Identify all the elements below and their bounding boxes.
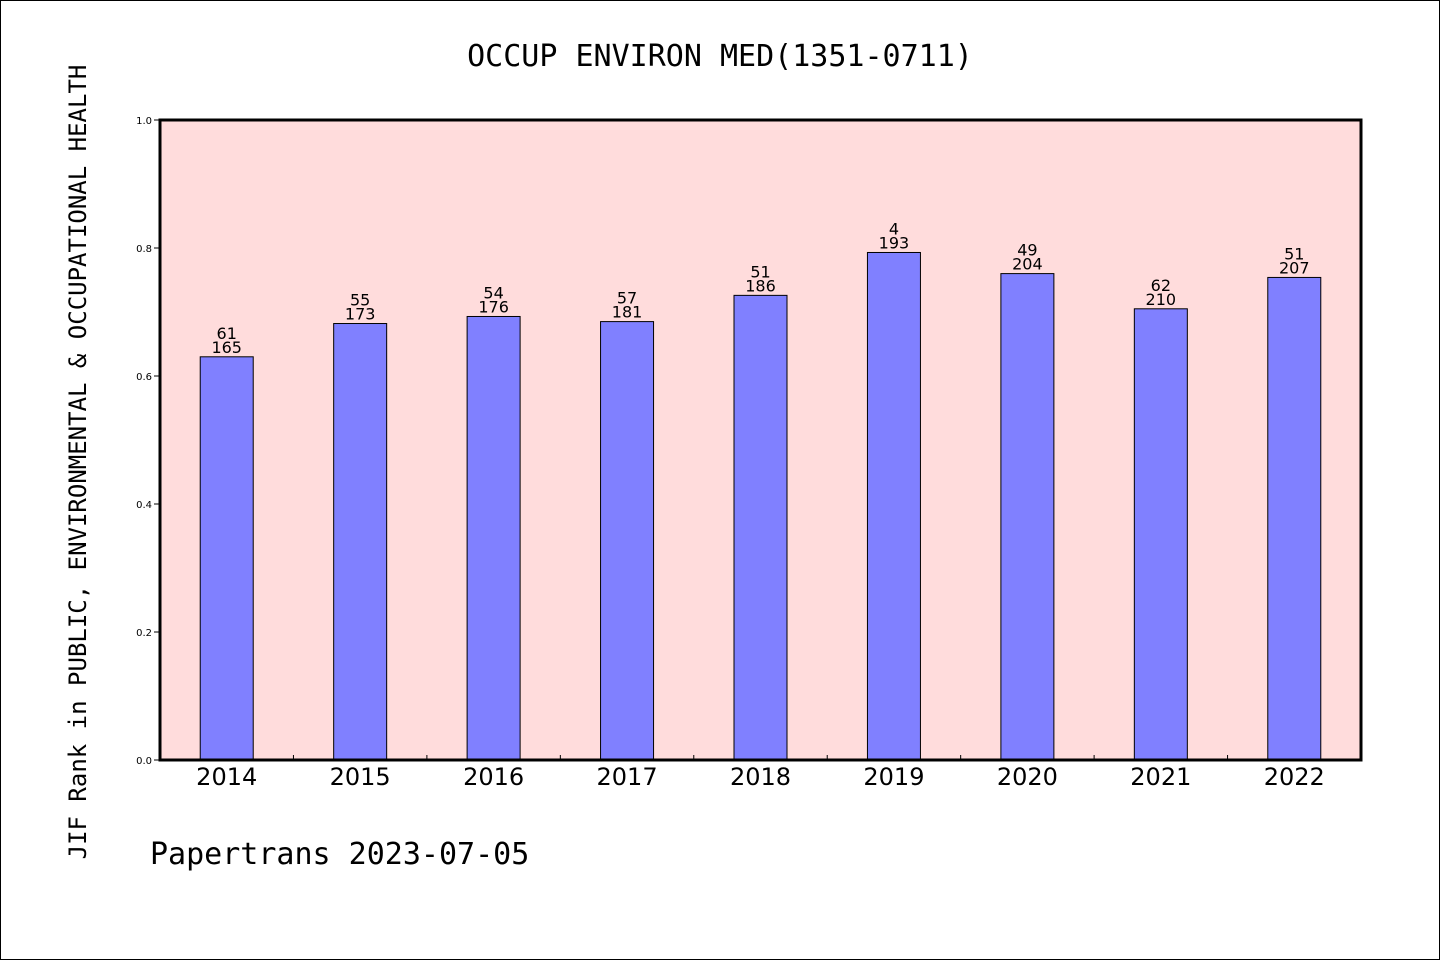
x-tick-label-2018: 2018	[730, 763, 791, 791]
y-tick-label-0.2: 0.2	[136, 628, 152, 639]
bar-2016	[466, 315, 521, 761]
bar-rank-label-2016: 54	[483, 283, 503, 302]
x-tick-label-2019: 2019	[863, 763, 924, 791]
x-tick-label-2015: 2015	[330, 763, 391, 791]
x-tick-label-2020: 2020	[997, 763, 1058, 791]
bar-total-label-2015: 173	[345, 305, 376, 324]
y-tick-label-0.6: 0.6	[136, 372, 152, 383]
bar-2020	[1000, 273, 1055, 761]
plot-border	[158, 118, 1363, 762]
bar-rank-label-2015: 55	[350, 291, 370, 310]
x-tick-label-2014: 2014	[196, 763, 257, 791]
bar-2019	[866, 251, 921, 761]
bar-2015	[333, 323, 388, 761]
x-tick-label-2016: 2016	[463, 763, 524, 791]
bar-total-label-2016: 176	[478, 297, 509, 316]
x-tick-label-2021: 2021	[1130, 763, 1191, 791]
bar-rank-label-2021: 62	[1151, 276, 1171, 295]
chart-title: OCCUP ENVIRON MED(1351-0711)	[467, 39, 973, 74]
bar-rank-label-2014: 61	[217, 324, 237, 343]
bar-rank-label-2017: 57	[617, 289, 637, 308]
x-tick-label-2022: 2022	[1264, 763, 1325, 791]
bar-2014	[199, 356, 254, 761]
y-tick-label-1.0: 1.0	[136, 116, 152, 127]
y-tick-label-0.8: 0.8	[136, 244, 152, 255]
x-ticks-group: 2014 2015 2016 2017 2018 2019 2020 2021 2022	[196, 755, 1325, 791]
bar-total-label-2021: 210	[1146, 290, 1177, 309]
bar-2021	[1133, 308, 1188, 761]
bar-total-label-2020: 204	[1012, 255, 1043, 274]
bar-2017	[600, 321, 655, 761]
bar-total-label-2019: 193	[879, 233, 910, 252]
bar-rank-label-2018: 51	[750, 262, 770, 281]
bar-2022	[1267, 276, 1322, 761]
bar-total-label-2022: 207	[1279, 258, 1310, 277]
bar-rank-label-2019: 4	[889, 219, 899, 238]
y-tick-label-0.0: 0.0	[136, 756, 152, 767]
y-tick-label-0.4: 0.4	[136, 500, 152, 511]
y-ticks-group: 0.0 0.2 0.4 0.6 0.8 1.0	[136, 116, 160, 767]
bars-group	[199, 251, 1322, 761]
bar-2018	[733, 294, 788, 761]
bar-total-label-2017: 181	[612, 303, 643, 322]
footer-text: Papertrans 2023-07-05	[150, 837, 529, 872]
x-tick-label-2017: 2017	[597, 763, 658, 791]
bar-total-label-2014: 165	[211, 338, 242, 357]
bar-rank-label-2022: 51	[1284, 244, 1304, 263]
bar-total-label-2018: 186	[745, 276, 776, 295]
y-axis-label: JIF Rank in PUBLIC, ENVIRONMENTAL & OCCU…	[64, 65, 92, 860]
bar-rank-label-2020: 49	[1017, 241, 1037, 260]
